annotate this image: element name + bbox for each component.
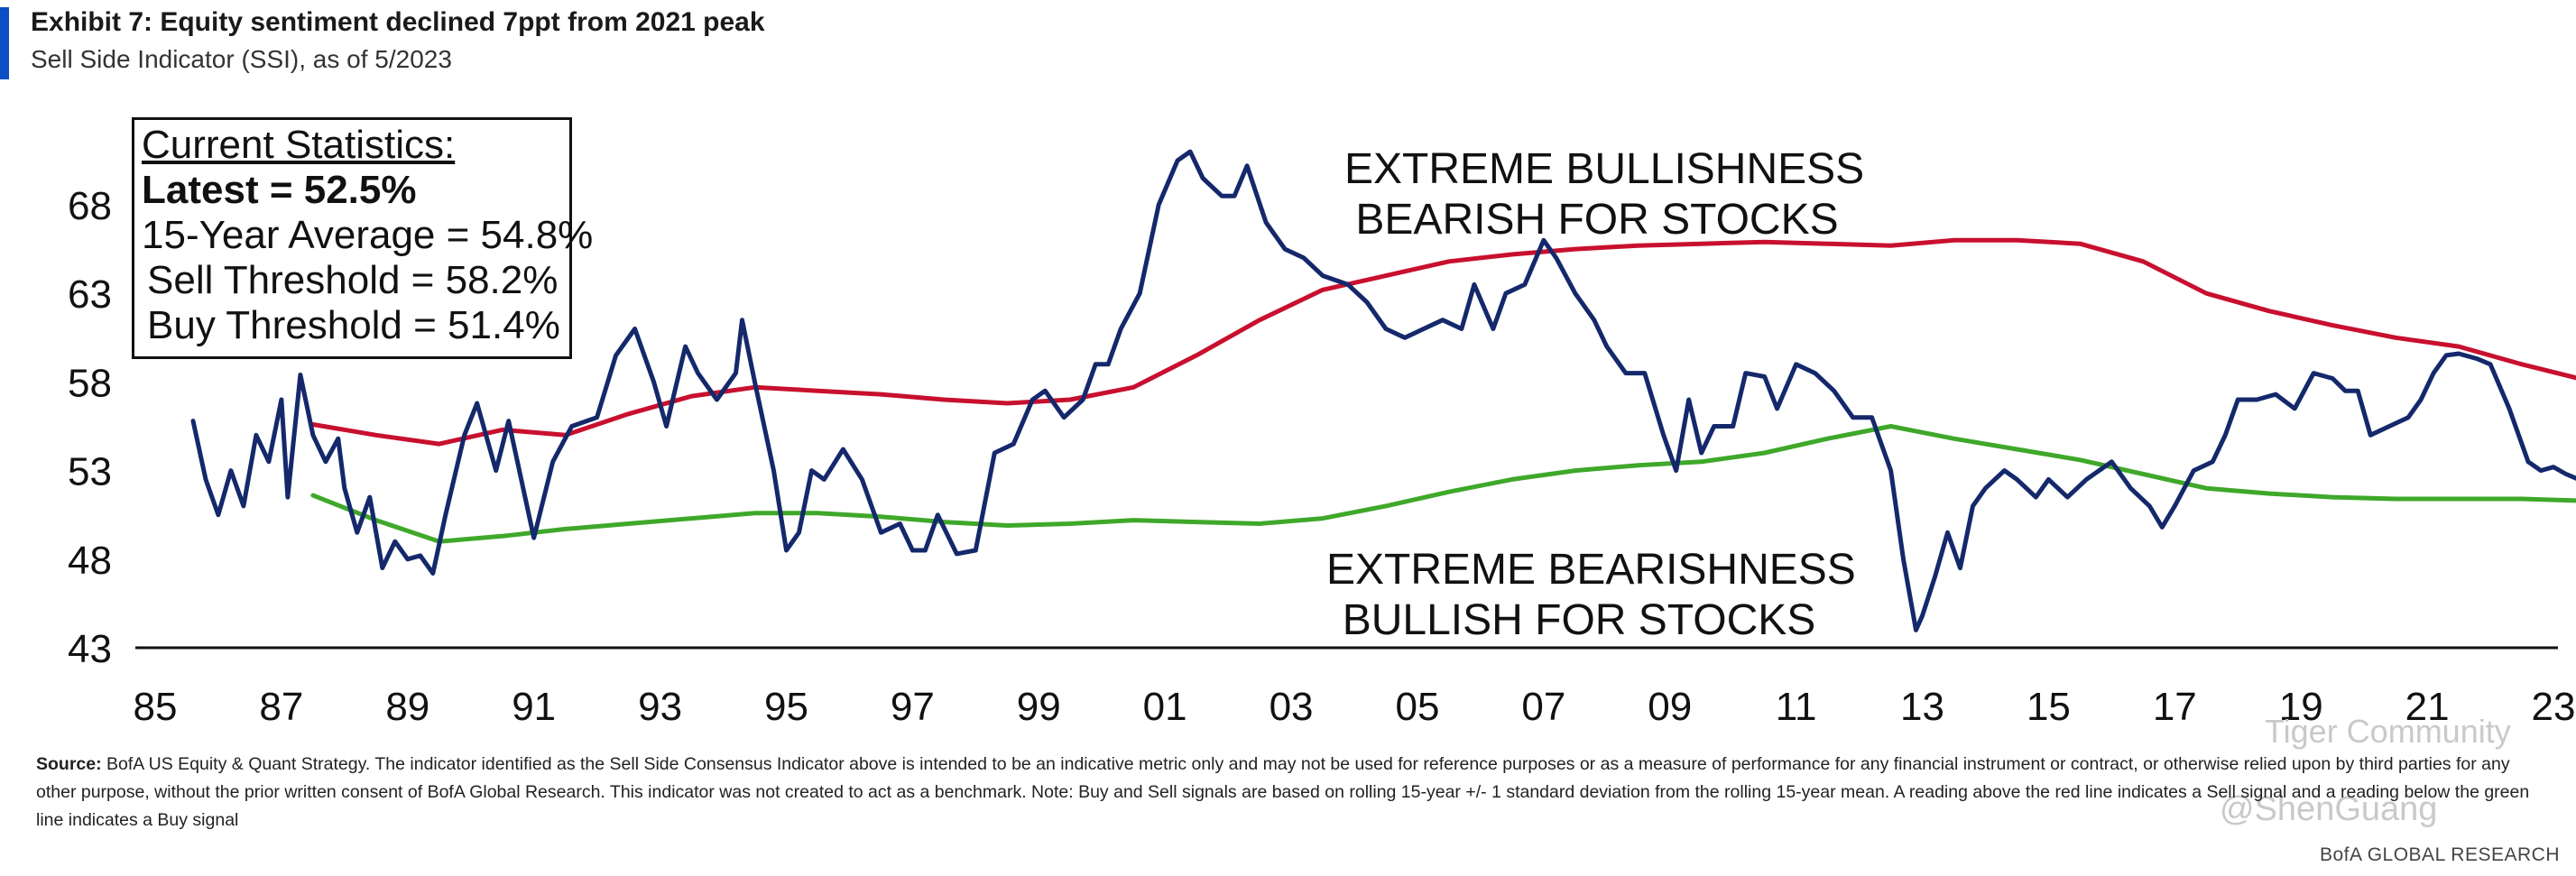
bear-line-2: BULLISH FOR STOCKS — [1342, 596, 1816, 644]
x-tick-label: 93 — [638, 685, 682, 729]
source-note: Source: BofA US Equity & Quant Strategy.… — [36, 751, 2553, 835]
lines-layer — [190, 149, 2576, 632]
x-tick-label: 05 — [1395, 685, 1439, 729]
ssi-chart: 43 48 53 58 63 68 85 87 89 91 93 95 97 99 01 03 05 07 09 11… — [68, 149, 2576, 729]
bull-line-2: BEARISH FOR STOCKS — [1355, 196, 1839, 244]
bull-line-1: EXTREME BULLISHNESS — [1344, 145, 1865, 193]
x-tick-label: 15 — [2027, 685, 2071, 729]
y-tick-label: 58 — [68, 361, 112, 405]
watermark-line-1: Tiger Community — [2265, 713, 2511, 750]
x-tick-label: 03 — [1270, 685, 1314, 729]
x-tick-label: 21 — [2405, 685, 2450, 729]
x-tick-label: 07 — [1521, 685, 1565, 729]
x-tick-label: 91 — [512, 685, 556, 729]
ssi-series-line — [190, 149, 2576, 632]
stats-sell-threshold: Sell Threshold = 58.2% — [147, 258, 559, 302]
source-text: BofA US Equity & Quant Strategy. The ind… — [36, 754, 2530, 830]
extreme-bullishness-label: EXTREME BULLISHNESS BEARISH FOR STOCKS — [1344, 144, 1865, 245]
x-tick-label: 19 — [2279, 685, 2323, 729]
x-tick-label: 09 — [1648, 685, 1692, 729]
y-tick-label: 53 — [68, 450, 112, 494]
buy-threshold-line — [310, 424, 2576, 544]
accent-bar — [0, 7, 9, 79]
axes-layer: 43 48 53 58 63 68 85 87 89 91 93 95 97 99 01 03 05 07 09 11… — [68, 184, 2575, 729]
x-tick-label: 89 — [385, 685, 429, 729]
y-tick-label: 48 — [68, 539, 112, 583]
bear-line-1: EXTREME BEARISHNESS — [1326, 546, 1856, 594]
stats-latest: Latest = 52.5% — [142, 168, 417, 212]
x-tick-label: 87 — [259, 685, 303, 729]
x-tick-label: 97 — [891, 685, 935, 729]
x-tick-label: 85 — [134, 685, 178, 729]
y-tick-label: 43 — [68, 627, 112, 671]
y-tick-label: 68 — [68, 184, 112, 228]
current-statistics-box: Current Statistics: Latest = 52.5% 15-Ye… — [132, 117, 593, 359]
x-tick-label: 95 — [764, 685, 808, 729]
y-tick-label: 63 — [68, 272, 112, 317]
stats-average: 15-Year Average = 54.8% — [142, 213, 594, 257]
extreme-bearishness-label: EXTREME BEARISHNESS BULLISH FOR STOCKS — [1326, 545, 1856, 646]
brand-label: BofA GLOBAL RESEARCH — [2320, 844, 2560, 865]
stats-buy-threshold: Buy Threshold = 51.4% — [147, 303, 560, 347]
sell-threshold-line — [310, 237, 2576, 447]
x-tick-label: 99 — [1017, 685, 1061, 729]
stats-heading: Current Statistics: — [142, 123, 456, 167]
source-label: Source: — [36, 754, 102, 774]
x-tick-label: 11 — [1776, 685, 1817, 729]
watermark-line-2: @ShenGuang — [2220, 790, 2438, 828]
x-tick-label: 17 — [2153, 685, 2197, 729]
x-tick-label: 01 — [1143, 685, 1187, 729]
x-tick-label: 13 — [1900, 685, 1944, 729]
x-tick-label: 23 — [2532, 685, 2576, 729]
exhibit-title: Exhibit 7: Equity sentiment declined 7pp… — [31, 7, 765, 37]
exhibit-subtitle: Sell Side Indicator (SSI), as of 5/2023 — [31, 45, 452, 73]
